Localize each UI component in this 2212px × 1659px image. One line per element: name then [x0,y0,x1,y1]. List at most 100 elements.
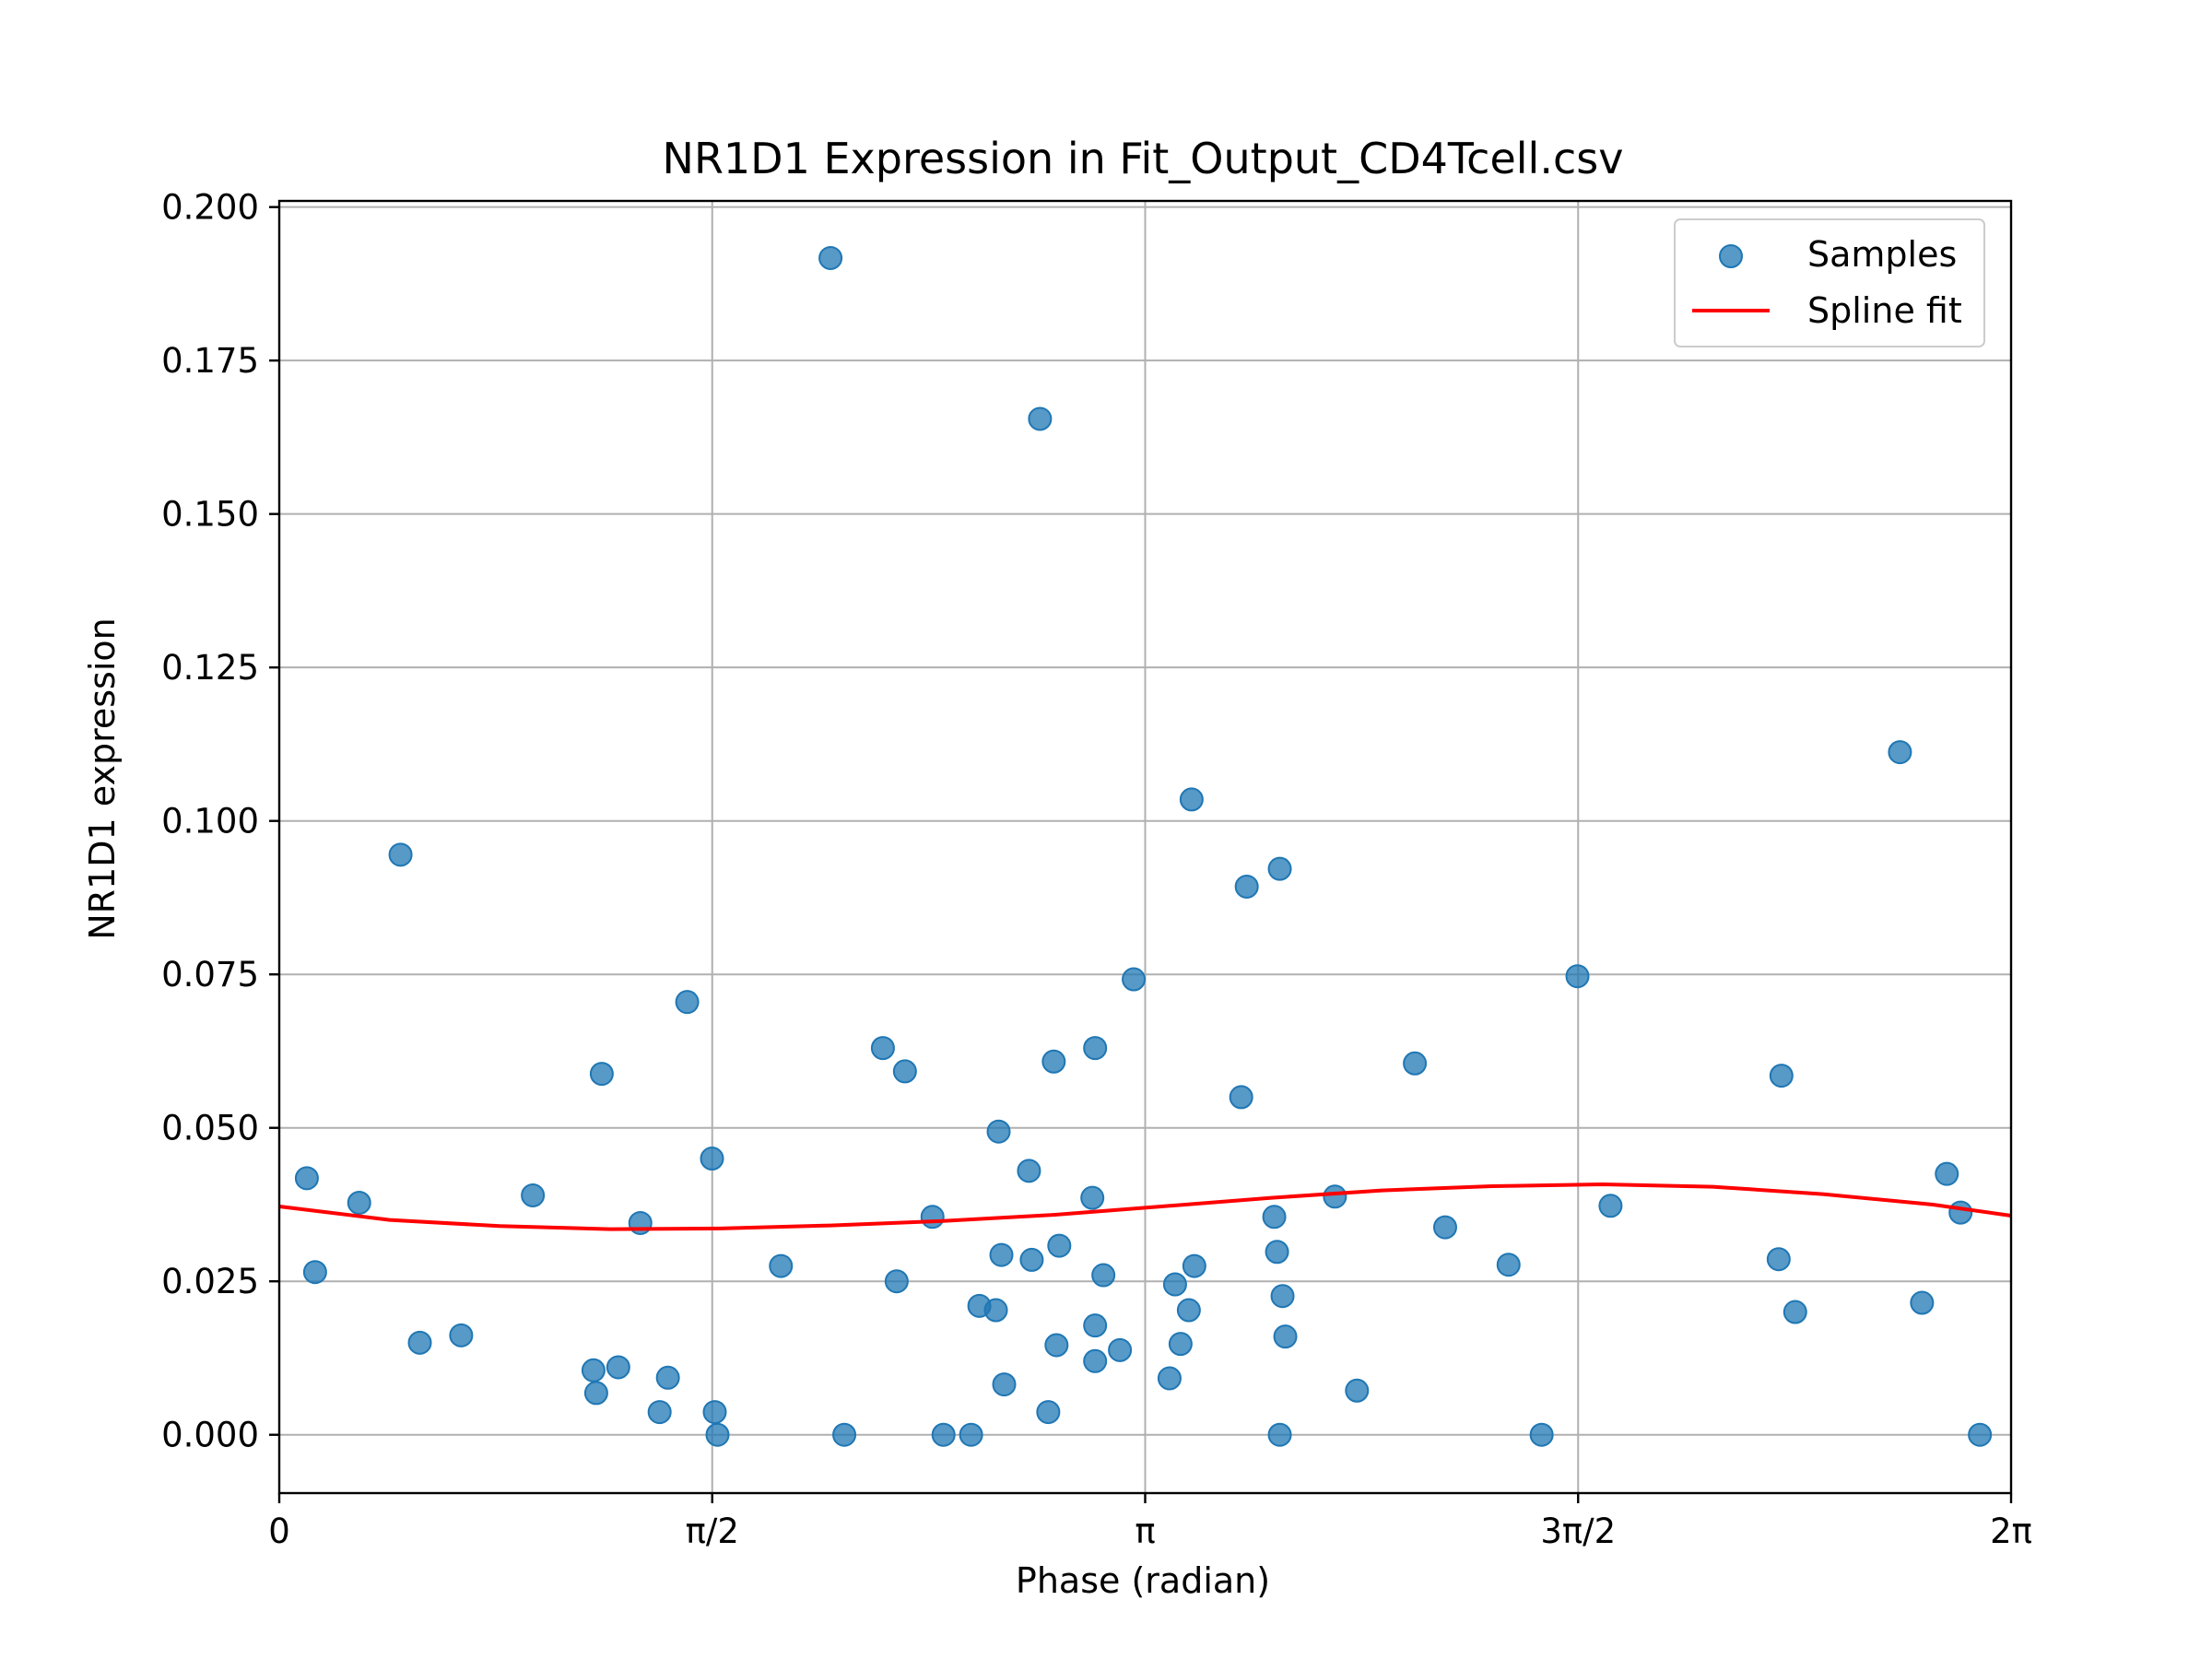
sample-point [1229,1085,1253,1110]
sample-point [1273,1324,1298,1349]
sample-point [407,1330,432,1355]
axes: 0 π/2 π 3π/2 2π 0.000 0.025 0.050 0.075 0.100 0.12… [161,188,2032,1551]
sample-point [989,1242,1014,1267]
sample-point [986,1119,1011,1144]
sample-point [1168,1332,1193,1357]
sample-point [1496,1253,1521,1277]
x-axis-label: Phase (radian) [1016,1560,1270,1601]
sample-point [1766,1247,1791,1272]
sample-point [1783,1300,1807,1324]
chart-title: NR1D1 Expression in Fit_Output_CD4Tcell.… [663,134,1624,183]
sample-point [1157,1366,1182,1391]
sample-point [449,1323,474,1347]
sample-point [1182,1253,1206,1278]
sample-point [1041,1049,1066,1074]
y-tick-label: 0.125 [161,648,259,688]
sample-point [1910,1290,1935,1315]
x-tick-label: π [1135,1512,1155,1551]
sample-point [675,990,700,1015]
y-tick-label: 0.075 [161,955,259,994]
y-tick-label: 0.150 [161,495,259,535]
y-tick-label: 0.200 [161,188,259,228]
sample-point [589,1062,614,1087]
sample-point [1108,1337,1133,1362]
sample-point [1028,406,1053,431]
sample-point [870,1036,895,1061]
legend-spline-label: Spline fit [1807,290,1962,331]
sample-point [1083,1036,1108,1061]
sample-point [521,1182,546,1207]
y-tick-label: 0.050 [161,1109,259,1148]
sample-point [1019,1247,1044,1272]
sample-point [347,1190,371,1215]
sample-point [1262,1205,1287,1230]
sample-point [1176,1298,1201,1323]
sample-point [1083,1313,1108,1338]
x-tick-label: 2π [1990,1512,2032,1551]
sample-point [818,245,843,270]
sample-point [1122,967,1147,992]
grid [278,201,2012,1493]
sample-point [1267,1422,1292,1447]
sample-point [1083,1348,1108,1373]
sample-point [1270,1284,1295,1309]
sample-point [892,1059,917,1084]
legend-frame [1674,218,1985,347]
sample-point [1234,874,1259,899]
sample-point [1179,787,1204,812]
sample-point [1432,1215,1457,1240]
sample-point [655,1365,680,1390]
sample-point [1036,1400,1061,1425]
sample-point [1345,1378,1370,1403]
sample-point [1769,1064,1794,1088]
sample-point [1403,1051,1428,1076]
sample-point [1044,1333,1069,1358]
sample-point [294,1166,319,1191]
sample-point [702,1400,727,1425]
x-tick-label: π/2 [686,1512,739,1551]
sample-point [1017,1159,1041,1183]
sample-point [1265,1240,1289,1265]
sample-point [992,1372,1017,1397]
sample-point [1080,1185,1105,1210]
sample-point [1267,856,1292,881]
sample-point [1935,1161,1959,1186]
sample-point [388,842,413,867]
sample-point [606,1355,630,1380]
y-tick-label: 0.175 [161,341,259,381]
sample-point [583,1381,608,1406]
y-tick-label: 0.000 [161,1416,259,1455]
sample-point [983,1298,1008,1323]
y-tick-label: 0.100 [161,802,259,841]
sample-point [1888,740,1912,765]
sample-point [1162,1272,1187,1297]
sample-point [302,1260,327,1285]
sample-point [920,1205,945,1230]
sample-point [931,1422,956,1447]
spline-fit-line [278,1182,2012,1231]
y-tick-label: 0.025 [161,1262,259,1301]
sample-point [705,1422,730,1447]
sample-point [1091,1263,1116,1288]
sample-point [884,1269,909,1294]
legend: Samples Spline fit [1674,218,1985,347]
sample-point [1047,1233,1072,1258]
plot-area [278,245,2012,1447]
sample-point [1529,1422,1554,1447]
y-axis-label: NR1D1 expression [82,618,123,940]
sample-point [1323,1184,1347,1209]
legend-samples-marker [1719,244,1743,268]
sample-point [769,1253,794,1278]
x-tick-label: 0 [268,1512,290,1551]
sample-point [1948,1200,1973,1225]
sample-point [647,1400,672,1425]
sample-point [1968,1422,1993,1447]
legend-samples-label: Samples [1807,234,1957,275]
x-tick-label: 3π/2 [1540,1512,1616,1551]
sample-point [581,1358,606,1382]
sample-point [1565,964,1590,989]
sample-point [832,1422,857,1447]
sample-point [1598,1194,1623,1218]
sample-point [700,1147,724,1171]
